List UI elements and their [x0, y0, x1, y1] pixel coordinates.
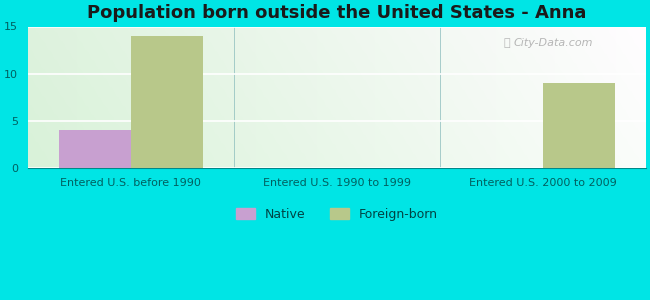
Legend: Native, Foreign-born: Native, Foreign-born [231, 202, 443, 226]
Text: ⓘ: ⓘ [504, 38, 510, 49]
Bar [131, 36, 203, 168]
Title: Population born outside the United States - Anna: Population born outside the United State… [87, 4, 586, 22]
Bar [543, 83, 615, 168]
Bar [58, 130, 131, 168]
Text: City-Data.com: City-Data.com [514, 38, 593, 49]
